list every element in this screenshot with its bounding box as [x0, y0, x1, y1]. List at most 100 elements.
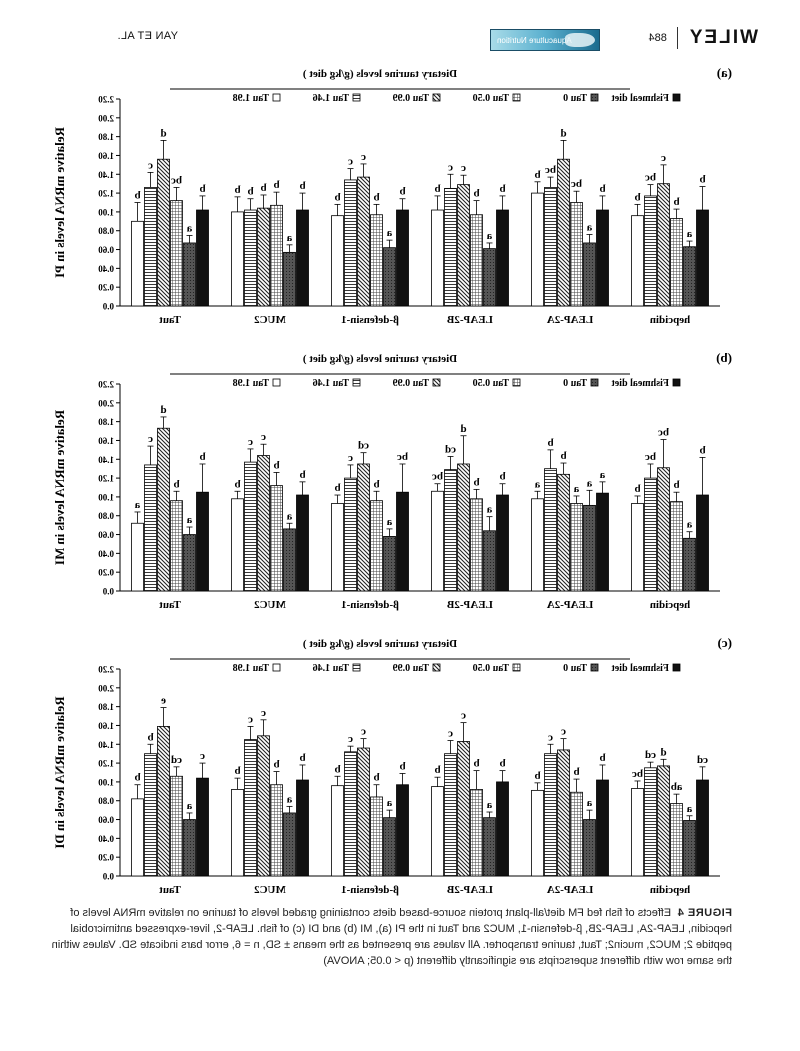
y-tick-label: 2.20: [98, 665, 114, 675]
legend-label: Tau 1.98: [233, 93, 269, 104]
y-tick-label: 1.60: [98, 436, 114, 446]
significance-letter: c: [548, 731, 553, 743]
legend-item: Tau 0: [563, 378, 599, 389]
significance-letter: a: [586, 221, 592, 233]
legend-item: Tau 0.99: [393, 378, 441, 389]
significance-letter: b: [134, 190, 140, 202]
legend-swatch: [672, 663, 681, 672]
header-divider: [676, 27, 678, 49]
x-category-label: Taut: [159, 314, 181, 326]
legend-label: Tau 1.46: [313, 378, 349, 389]
significance-letter: c: [361, 151, 366, 163]
bar: [183, 534, 196, 592]
bar: [144, 464, 157, 592]
bar: [444, 469, 457, 592]
bar: [257, 207, 270, 307]
legend-swatch: [672, 378, 681, 387]
significance-letter: a: [186, 222, 192, 234]
legend-label: Tau 1.98: [233, 378, 269, 389]
chart-panel-a: (a) Dietary taurine levels (g/kg diet ) Fi…: [0, 61, 800, 351]
y-tick-label: 1.80: [98, 702, 114, 712]
x-category-label: LEAP-2B: [446, 884, 493, 896]
significance-letter: a: [599, 469, 605, 481]
significance-letter: b: [534, 770, 540, 782]
y-axis-label: Relative mRNA levels in DI: [52, 696, 67, 848]
bar: [596, 779, 609, 877]
significance-letter: c: [561, 726, 566, 738]
bar: [170, 500, 183, 592]
significance-letter: b: [434, 764, 440, 776]
significance-letter: b: [499, 183, 505, 195]
bar: [644, 767, 657, 877]
y-tick-label: 1.40: [98, 170, 114, 180]
legend-item: Fishmeal diet: [611, 93, 681, 104]
significance-letter: a: [286, 232, 292, 244]
significance-letter: bc: [645, 451, 656, 463]
legend-label: Fishmeal diet: [611, 378, 669, 389]
bar: [344, 179, 357, 307]
significance-letter: b: [234, 184, 240, 196]
bar: [544, 187, 557, 307]
legend-item: Tau 1.46: [313, 663, 361, 674]
bar: [244, 461, 257, 592]
bar: [470, 214, 483, 307]
legend-label: Tau 0.99: [393, 663, 429, 674]
bar: [444, 187, 457, 307]
significance-letter: b: [547, 437, 553, 449]
significance-letter: c: [661, 152, 666, 164]
x-category-label: β-defensin-1: [341, 884, 399, 896]
bar: [496, 209, 509, 307]
bar-chart-svg: (b) Dietary taurine levels (g/kg diet ) Fi…: [52, 350, 732, 611]
legend-label: Tau 1.46: [313, 663, 349, 674]
x-category-label: hepcidin: [650, 314, 690, 326]
significance-letter: cd: [171, 754, 182, 766]
significance-letter: b: [147, 731, 153, 743]
legend-item: Fishmeal diet: [611, 663, 681, 674]
bar: [131, 522, 144, 592]
significance-letter: b: [599, 183, 605, 195]
legend-swatch: [432, 378, 441, 387]
bar: [196, 777, 209, 877]
fish-icon: [565, 33, 595, 47]
significance-letter: d: [160, 127, 166, 139]
bar: [370, 214, 383, 307]
legend-swatch: [352, 93, 361, 102]
legend-label: Tau 0.99: [393, 93, 429, 104]
bar: [383, 247, 396, 307]
bar: [431, 209, 444, 307]
bar: [131, 220, 144, 307]
legend-swatch: [272, 663, 281, 672]
significance-letter: b: [499, 758, 505, 770]
bar: [296, 494, 309, 592]
bar: [696, 494, 709, 592]
legend-label: Fishmeal diet: [611, 663, 669, 674]
bar: [157, 725, 170, 877]
y-tick-label: 1.00: [98, 777, 114, 787]
legend-item: Tau 1.98: [233, 378, 281, 389]
bar: [270, 784, 283, 877]
x-category-label: LEAP-2A: [547, 314, 594, 326]
significance-letter: cd: [697, 754, 708, 766]
panel-label: (a): [717, 65, 732, 80]
bar: [570, 791, 583, 877]
x-category-label: hepcidin: [650, 884, 690, 896]
significance-letter: bc: [432, 471, 443, 483]
x-category-label: MUC2: [254, 599, 286, 611]
bar: [483, 530, 496, 592]
bar: [270, 485, 283, 592]
figure-label: FIGURE 4: [677, 907, 732, 919]
significance-letter: cd: [358, 440, 369, 452]
panel-label: (b): [716, 350, 732, 365]
x-category-label: LEAP-2B: [446, 599, 493, 611]
bar: [344, 477, 357, 592]
significance-letter: a: [686, 519, 692, 531]
bar: [531, 192, 544, 307]
bar: [496, 781, 509, 877]
significance-letter: a: [286, 510, 292, 522]
significance-letter: a: [586, 477, 592, 489]
journal-banner[interactable]: Aquaculture Nutrition: [490, 29, 600, 51]
bar: [644, 195, 657, 307]
legend-label: Tau 0.50: [473, 93, 509, 104]
significance-letter: b: [699, 444, 705, 456]
bar: [596, 209, 609, 307]
